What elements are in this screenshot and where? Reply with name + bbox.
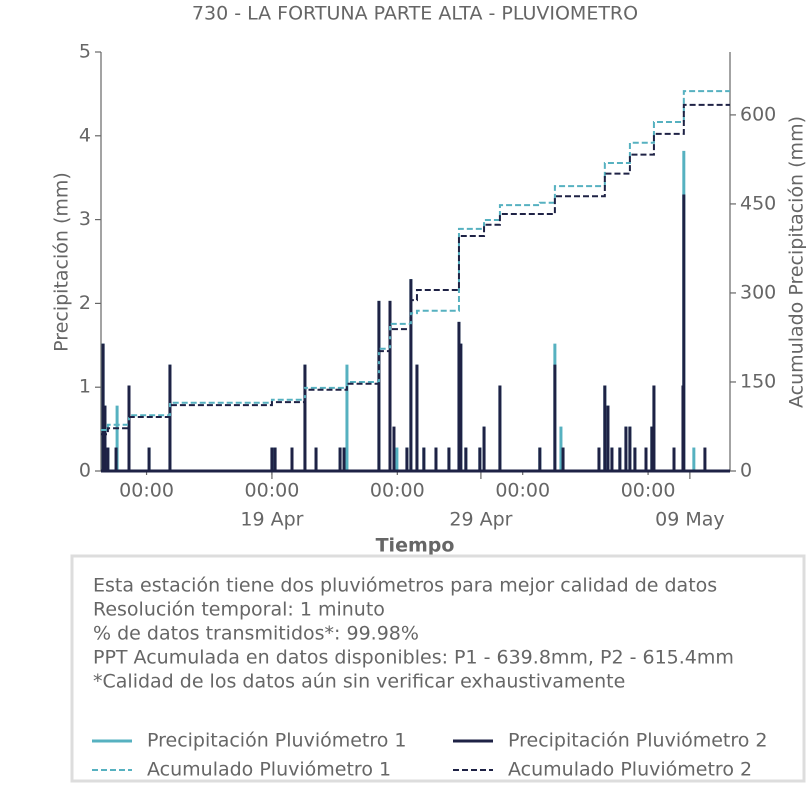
- x-major-tick-label: 19 Apr: [240, 509, 303, 531]
- x-tick-label: 00:00: [245, 480, 300, 502]
- x-axis-label: Tiempo: [376, 535, 455, 557]
- legend-label: Acumulado Pluviómetro 2: [508, 759, 752, 781]
- y-tick-label: 0: [79, 460, 91, 482]
- note-line: Resolución temporal: 1 minuto: [93, 599, 385, 621]
- note-line: % de datos transmitidos*: 99.98%: [93, 623, 419, 645]
- legend-label: Acumulado Pluviómetro 1: [147, 759, 391, 781]
- y2-tick-label: 0: [740, 460, 752, 482]
- y2-tick-label: 450: [740, 192, 776, 214]
- chart-title: 730 - LA FORTUNA PARTE ALTA - PLUVIOMETR…: [192, 3, 638, 25]
- y-tick-label: 1: [79, 376, 91, 398]
- y2-tick-label: 600: [740, 103, 776, 125]
- x-tick-label: 00:00: [621, 480, 676, 502]
- y-axis-label: Precipitación (mm): [51, 172, 73, 352]
- x-major-tick-label: 29 Apr: [449, 509, 512, 531]
- y-tick-label: 2: [79, 292, 91, 314]
- cumulative-line: [101, 103, 730, 436]
- note-line: Esta estación tiene dos pluviómetros par…: [93, 575, 717, 597]
- cumulative-line: [101, 90, 730, 432]
- x-tick-label: 00:00: [119, 480, 174, 502]
- x-tick-label: 00:00: [370, 480, 425, 502]
- x-tick-label: 00:00: [495, 480, 550, 502]
- note-line: PPT Acumulada en datos disponibles: P1 -…: [93, 647, 734, 669]
- info-box: [70, 554, 806, 783]
- y-tick-label: 5: [79, 41, 91, 63]
- x-major-tick-label: 09 May: [655, 509, 725, 531]
- y2-axis-label: Acumulado Precipitación (mm): [786, 116, 806, 408]
- y-tick-label: 3: [79, 208, 91, 230]
- y2-tick-label: 300: [740, 281, 776, 303]
- y-tick-label: 4: [79, 124, 91, 146]
- y2-tick-label: 150: [740, 370, 776, 392]
- legend-label: Precipitación Pluviómetro 1: [147, 730, 407, 752]
- legend-label: Precipitación Pluviómetro 2: [508, 730, 768, 752]
- note-line: *Calidad de los datos aún sin verificar …: [93, 671, 625, 693]
